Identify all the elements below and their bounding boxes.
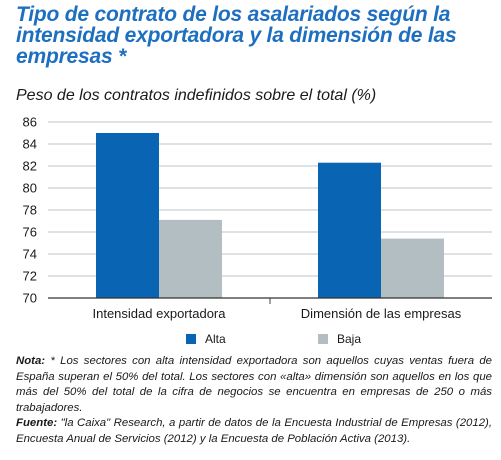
y-tick-label: 78	[23, 203, 37, 218]
bar-alta	[96, 133, 159, 298]
legend-label: Alta	[205, 332, 226, 346]
chart-subtitle: Peso de los contratos indefinidos sobre …	[16, 87, 377, 104]
footnote: Nota: * Los sectores con alta intensidad…	[16, 354, 492, 447]
bar-baja	[381, 238, 444, 298]
y-tick-label: 76	[23, 225, 37, 240]
note-text: * Los sectores con alta intensidad expor…	[16, 355, 492, 414]
bar-baja	[159, 219, 222, 298]
note-label: Nota:	[16, 355, 46, 367]
legend-swatch	[186, 334, 196, 344]
x-tick-label: Intensidad exportadora	[93, 306, 227, 321]
y-tick-label: 70	[23, 291, 37, 306]
bar-chart: 70 72 74 76 78 80 82 84 86 Intensidad exportadora…	[23, 115, 492, 346]
x-tick-label: Dimensión de las empresas	[301, 306, 462, 321]
source-label: Fuente:	[16, 417, 58, 429]
y-tick-label: 86	[23, 115, 37, 130]
y-tick-label: 74	[23, 247, 37, 262]
source-paragraph: Fuente: "la Caixa" Research, a partir de…	[16, 416, 492, 447]
y-tick-label: 82	[23, 159, 37, 174]
legend-swatch	[318, 334, 328, 344]
y-tick-label: 80	[23, 181, 37, 196]
note-paragraph: Nota: * Los sectores con alta intensidad…	[16, 354, 492, 416]
legend-label: Baja	[337, 332, 361, 346]
y-tick-label: 84	[23, 137, 37, 152]
y-tick-label: 72	[23, 269, 37, 284]
source-text: "la Caixa" Research, a partir de datos d…	[16, 417, 492, 445]
chart-title: Tipo de contrato de los asalariados segú…	[16, 3, 457, 68]
bar-alta	[318, 162, 381, 298]
